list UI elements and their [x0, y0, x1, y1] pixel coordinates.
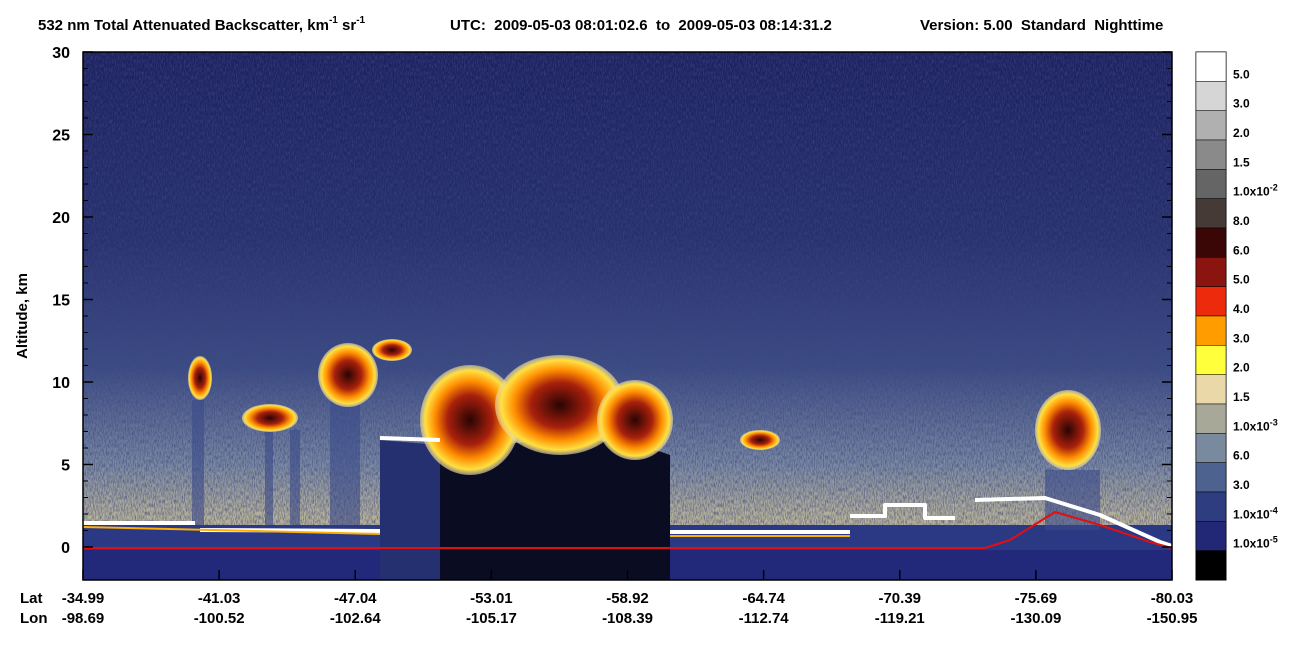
lat-label: -70.39	[878, 590, 921, 607]
colorbar-swatch	[1195, 462, 1227, 493]
title-part: -1	[356, 15, 365, 26]
lat-label: -53.01	[470, 590, 513, 607]
lon-label: -100.52	[194, 610, 245, 627]
title-part: 532 nm Total Attenuated Backscatter, km	[38, 17, 329, 34]
lon-label: -130.09	[1010, 610, 1061, 627]
colorbar-swatch	[1195, 345, 1227, 375]
colorbar-label: 1.5	[1233, 155, 1250, 169]
colorbar-label-exp: -5	[1270, 535, 1278, 545]
colorbar-swatch	[1195, 491, 1227, 522]
colorbar-swatch	[1195, 286, 1227, 317]
y-axis-label: Altitude, km	[14, 273, 31, 359]
y-tick-label: 10	[52, 375, 70, 392]
colorbar-label: 2.0	[1233, 126, 1250, 140]
colorbar-label-text: 3.0	[1233, 478, 1250, 492]
colorbar-swatch	[1195, 374, 1227, 405]
colorbar-swatch	[1195, 139, 1227, 170]
colorbar-label-text: 5.0	[1233, 67, 1250, 81]
lat-label: -64.74	[742, 590, 785, 607]
colorbar-swatch	[1195, 198, 1227, 229]
lon-label: -102.64	[330, 610, 382, 627]
lon-label: -108.39	[602, 610, 653, 627]
shadows	[192, 400, 1100, 530]
colorbar-label-text: 1.0x10	[1233, 537, 1270, 551]
title-part: sr	[338, 17, 357, 34]
colorbar-label: 1.0x10-2	[1233, 183, 1278, 199]
colorbar-label-exp: -3	[1270, 417, 1278, 427]
colorbar-swatch	[1195, 257, 1227, 287]
colorbar-label-text: 3.0	[1233, 97, 1250, 111]
colorbar-label-text: 2.0	[1233, 361, 1250, 375]
colorbar-swatch	[1195, 315, 1227, 346]
colorbar-label: 5.0	[1233, 67, 1250, 81]
colorbar-label: 6.0	[1233, 449, 1250, 463]
clouds	[188, 339, 1101, 475]
utc-range: UTC: 2009-05-03 08:01:02.6 to 2009-05-03…	[450, 17, 832, 34]
chart-title: 532 nm Total Attenuated Backscatter, km-…	[38, 15, 366, 34]
colorbar-swatch	[1195, 550, 1227, 581]
attenuated	[380, 440, 440, 580]
colorbar-label-text: 6.0	[1233, 449, 1250, 463]
colorbar-label: 1.0x10-3	[1233, 417, 1278, 433]
backscatter-image	[83, 52, 1172, 580]
colorbar-label-exp: -4	[1270, 505, 1278, 515]
colorbar-label-text: 2.0	[1233, 126, 1250, 140]
colorbar-label-exp: -2	[1270, 183, 1278, 193]
colorbar-label-text: 1.5	[1233, 390, 1250, 404]
lon-label: -112.74	[739, 610, 790, 627]
y-tick-label: 0	[61, 540, 70, 557]
lon-label: -105.17	[466, 610, 517, 627]
y-tick-label: 20	[52, 210, 70, 227]
colorbar-swatch	[1195, 521, 1227, 551]
title-part: -1	[329, 15, 338, 26]
colorbar-label-text: 1.5	[1233, 155, 1250, 169]
lat-label: -58.92	[606, 590, 649, 607]
colorbar-label-text: 5.0	[1233, 273, 1250, 287]
colorbar-label-text: 4.0	[1233, 302, 1250, 316]
colorbar-swatch	[1195, 403, 1227, 434]
colorbar-swatch	[1195, 169, 1227, 199]
colorbar-label: 3.0	[1233, 478, 1250, 492]
surface-return	[83, 436, 1172, 549]
colorbar-label: 1.0x10-4	[1233, 505, 1278, 521]
attenuated	[440, 439, 670, 580]
y-tick-label: 5	[61, 458, 70, 475]
colorbar-label: 3.0	[1233, 331, 1250, 345]
version: Version: 5.00 Standard Nighttime	[920, 17, 1163, 34]
colorbar-label: 5.0	[1233, 273, 1250, 287]
y-tick-label: 30	[52, 45, 70, 62]
colorbar-swatch	[1195, 81, 1227, 111]
lat-label: -34.99	[62, 590, 105, 607]
lon-label: -119.21	[875, 610, 925, 627]
colorbar-label-text: 1.0x10	[1233, 419, 1270, 433]
colorbar-swatch	[1195, 227, 1227, 258]
colorbar-label-text: 8.0	[1233, 214, 1250, 228]
colorbar-swatch	[1195, 51, 1227, 82]
colorbar-label-text: 6.0	[1233, 243, 1250, 257]
colorbar-label: 4.0	[1233, 302, 1250, 316]
colorbar-label-text: 3.0	[1233, 331, 1250, 345]
colorbar-label: 3.0	[1233, 97, 1250, 111]
lon-label: -150.95	[1147, 610, 1198, 627]
lat-label: -75.69	[1015, 590, 1058, 607]
colorbar-label-text: 1.0x10	[1233, 185, 1270, 199]
lat-label: -41.03	[198, 590, 241, 607]
colorbar-label: 1.0x10-5	[1233, 535, 1278, 551]
x-row-label: Lon	[20, 610, 48, 627]
colorbar-swatch	[1195, 433, 1227, 463]
lat-label: -80.03	[1151, 590, 1194, 607]
y-tick-label: 15	[52, 293, 70, 310]
colorbar-swatch	[1195, 110, 1227, 141]
lat-label: -47.04	[334, 590, 377, 607]
lon-label: -98.69	[62, 610, 105, 627]
colorbar-label: 1.5	[1233, 390, 1250, 404]
colorbar-label-text: 1.0x10	[1233, 507, 1270, 521]
colorbar-label: 8.0	[1233, 214, 1250, 228]
x-row-label: Lat	[20, 590, 43, 607]
colorbar-label: 6.0	[1233, 243, 1250, 257]
y-tick-label: 25	[52, 128, 70, 145]
colorbar-label: 2.0	[1233, 361, 1250, 375]
